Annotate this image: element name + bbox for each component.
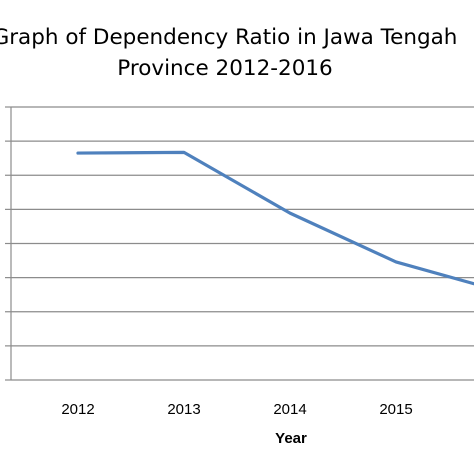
x-tick-label: 2014	[273, 401, 306, 418]
x-tick-labels: 2012 2013 2014 2015	[61, 401, 412, 418]
series-group	[76, 150, 474, 286]
x-axis-title: Year	[275, 430, 307, 447]
series-line-0	[76, 150, 474, 286]
chart-title-line-1: Graph of Dependency Ratio in Jawa Tengah	[0, 25, 458, 50]
x-tick-label: 2013	[167, 401, 200, 418]
chart-title: Graph of Dependency Ratio in Jawa Tengah…	[0, 22, 474, 84]
axes	[5, 106, 474, 381]
gridlines	[11, 106, 474, 347]
x-tick-label: 2015	[379, 401, 412, 418]
chart-title-line-2: Province 2012-2016	[117, 56, 333, 81]
x-tick-label: 2012	[61, 401, 94, 418]
